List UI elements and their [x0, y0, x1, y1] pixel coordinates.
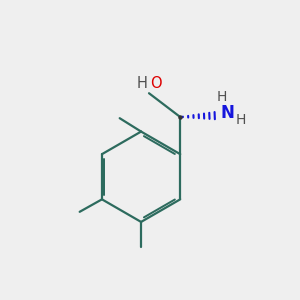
Text: H: H: [136, 76, 148, 91]
Text: O: O: [151, 76, 162, 91]
Text: H: H: [217, 90, 227, 104]
Text: H: H: [236, 113, 246, 127]
Text: N: N: [220, 104, 234, 122]
